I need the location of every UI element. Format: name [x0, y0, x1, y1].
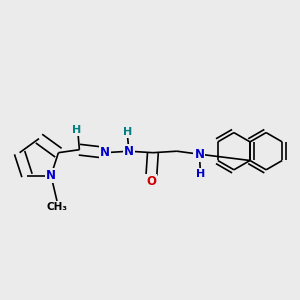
Text: N: N	[46, 169, 56, 182]
Text: H: H	[123, 127, 132, 137]
Text: N: N	[100, 146, 110, 159]
Text: CH₃: CH₃	[46, 202, 68, 212]
Text: N: N	[124, 145, 134, 158]
Text: H: H	[196, 169, 205, 179]
Text: H: H	[72, 125, 81, 135]
Text: N: N	[194, 148, 204, 161]
Text: O: O	[146, 175, 156, 188]
